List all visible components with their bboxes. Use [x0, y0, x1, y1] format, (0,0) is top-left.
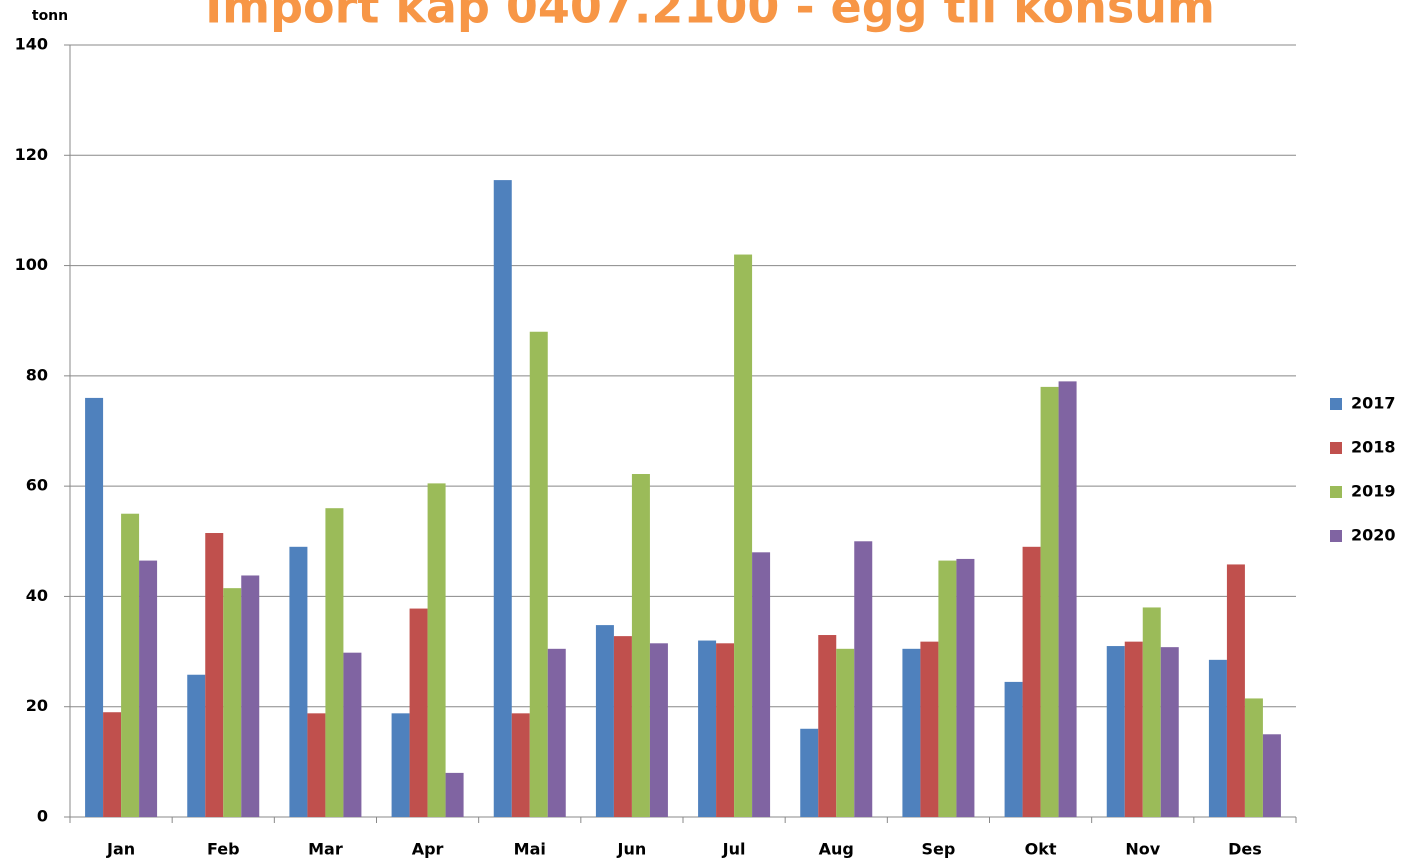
x-tick-label: Mai: [514, 840, 546, 859]
y-tick-label: 100: [15, 255, 48, 274]
bar: [752, 552, 771, 817]
legend-swatch: [1330, 530, 1342, 542]
legend-label: 2020: [1351, 526, 1396, 545]
bar: [800, 728, 819, 817]
x-tick-label: Des: [1228, 840, 1262, 859]
x-tick-label: Jul: [722, 840, 746, 859]
x-tick-label: Jun: [617, 840, 647, 859]
y-tick-label: 80: [26, 365, 48, 384]
bar: [698, 640, 717, 817]
x-tick-label: Feb: [207, 840, 240, 859]
y-axis-label: tonn: [32, 8, 68, 24]
legend-swatch: [1330, 442, 1342, 454]
bar: [649, 643, 668, 817]
bar: [854, 541, 873, 817]
x-tick-label: Apr: [412, 840, 444, 859]
bar: [1124, 641, 1143, 817]
bar: [613, 636, 632, 817]
bar: [902, 648, 921, 817]
bar: [241, 575, 260, 817]
bar: [445, 772, 464, 817]
bar: [223, 588, 242, 817]
bar: [493, 180, 512, 818]
bar: [85, 397, 104, 817]
bar: [103, 712, 122, 817]
bar: [139, 560, 158, 817]
bar: [1208, 659, 1227, 817]
legend-label: 2017: [1351, 394, 1396, 413]
bar: [938, 560, 957, 817]
bar: [1244, 698, 1263, 817]
x-tick-label: Sep: [922, 840, 956, 859]
bar: [1004, 681, 1023, 817]
bar: [1022, 546, 1041, 817]
bar: [734, 254, 753, 818]
bar: [1262, 734, 1281, 817]
bar: [325, 508, 344, 817]
x-tick-label: Mar: [308, 840, 343, 859]
bar: [818, 635, 837, 817]
bar: [716, 643, 735, 817]
bar: [920, 641, 939, 817]
bar: [631, 474, 650, 817]
x-tick-label: Okt: [1025, 840, 1057, 859]
y-tick-label: 120: [15, 145, 48, 164]
bar: [1058, 381, 1077, 817]
bar: [1040, 386, 1059, 817]
bar: [529, 331, 548, 817]
chart-title: Import kap 0407.2100 - egg til konsum: [205, 0, 1215, 34]
legend-swatch: [1330, 398, 1342, 410]
legend-label: 2019: [1351, 482, 1396, 501]
y-tick-label: 20: [26, 696, 48, 715]
bar: [409, 608, 428, 817]
bar: [956, 558, 975, 817]
bar: [1142, 607, 1161, 817]
y-tick-label: 40: [26, 586, 48, 605]
legend-swatch: [1330, 486, 1342, 498]
bar: [427, 483, 446, 817]
legend-label: 2018: [1351, 438, 1396, 457]
x-tick-label: Aug: [819, 840, 854, 859]
y-tick-label: 0: [37, 807, 48, 826]
y-tick-label: 140: [15, 35, 48, 54]
bar: [289, 546, 308, 817]
bar: [547, 648, 566, 817]
bar: [836, 648, 855, 817]
bar: [205, 533, 224, 817]
x-tick-label: Jan: [106, 840, 135, 859]
bar: [511, 713, 530, 817]
x-tick-label: Nov: [1125, 840, 1160, 859]
bar: [121, 513, 140, 817]
y-tick-label: 60: [26, 476, 48, 495]
bar: [391, 713, 410, 817]
bar: [343, 652, 362, 817]
bar: [1226, 564, 1245, 817]
bar: [595, 625, 614, 817]
bar: [187, 674, 206, 817]
bar: [1106, 646, 1125, 817]
bar: [307, 713, 326, 817]
bar: [1160, 647, 1179, 817]
